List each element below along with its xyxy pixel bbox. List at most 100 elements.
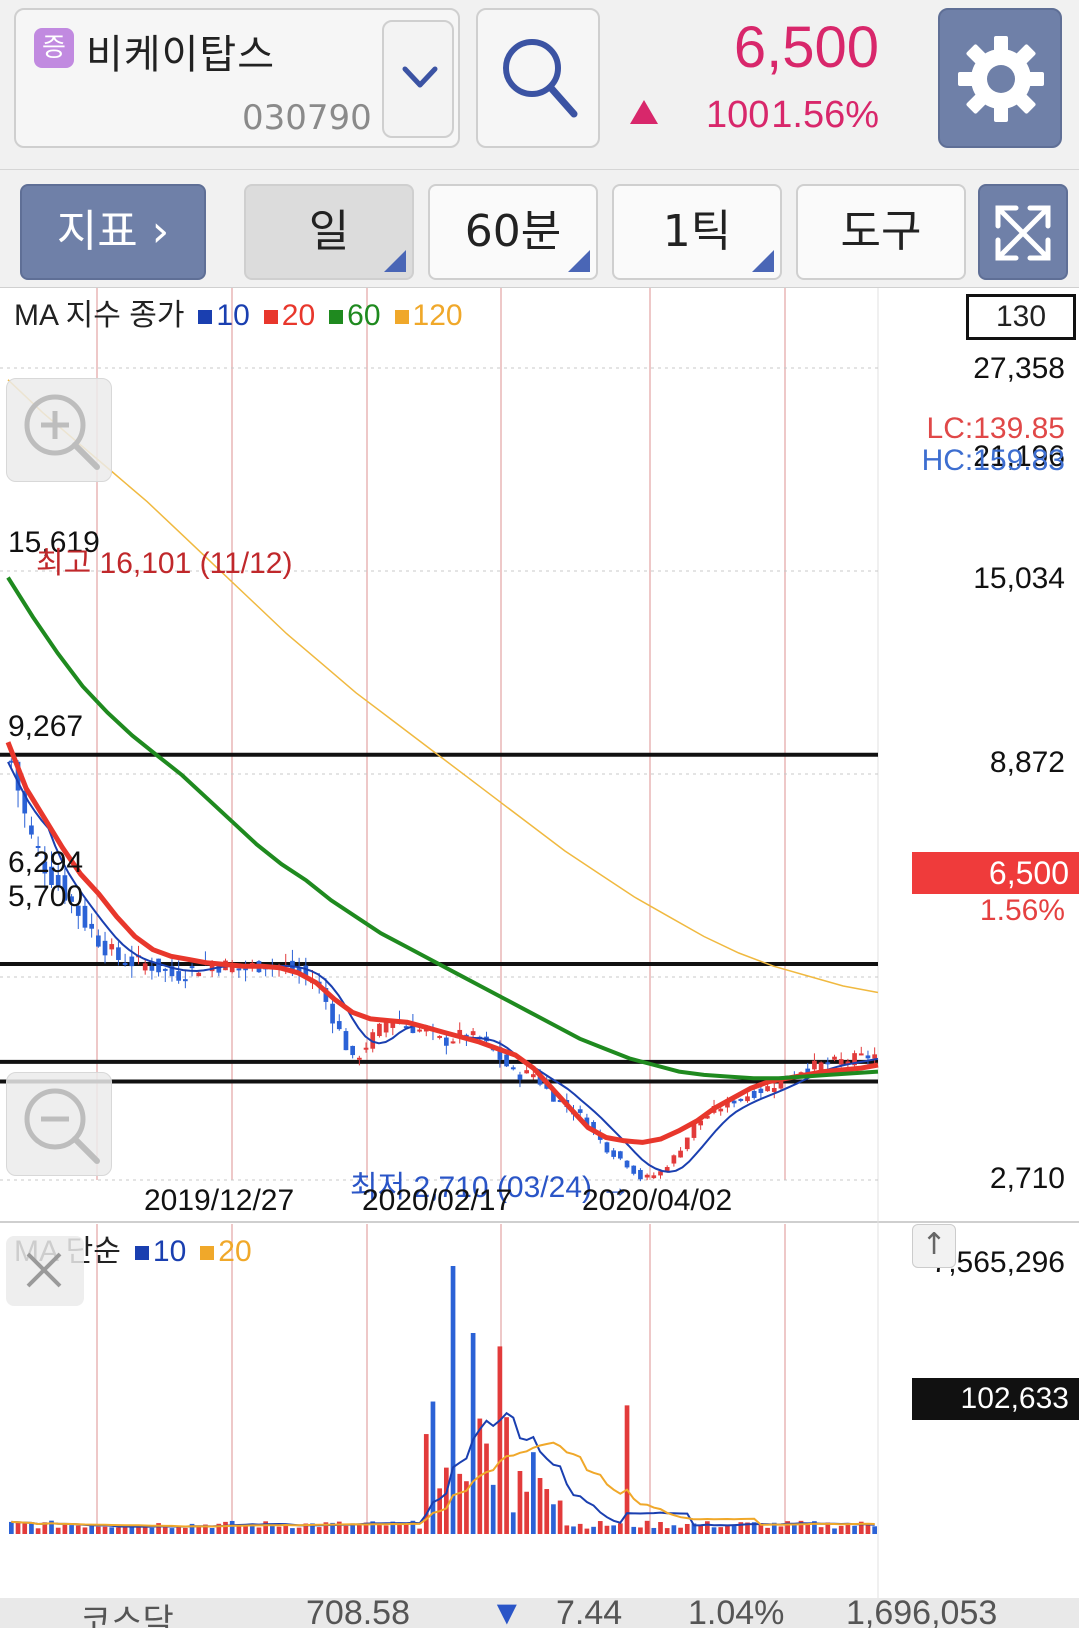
zoom-out-button[interactable] xyxy=(6,1072,112,1176)
tools-button[interactable]: 도구 xyxy=(796,184,966,280)
period-minute-button[interactable]: 60분 xyxy=(428,184,598,280)
volume-bar xyxy=(450,1266,456,1534)
legend-swatch-60 xyxy=(329,310,344,325)
legend-ma60: 60 xyxy=(347,299,381,332)
volume-bar xyxy=(330,1522,335,1534)
candlestick xyxy=(444,1037,449,1046)
down-triangle-icon: ▼ xyxy=(490,1598,524,1628)
volume-bar xyxy=(310,1523,315,1534)
volume-bar xyxy=(604,1525,610,1534)
candlestick xyxy=(537,1073,543,1085)
hline-label: 5,700 xyxy=(8,880,84,913)
candlestick xyxy=(832,1056,837,1060)
candlestick xyxy=(142,963,148,971)
ticker-index-value: 708.58 xyxy=(306,1598,410,1628)
x-axis-date-label: 2019/12/27 xyxy=(144,1184,295,1217)
volume-bar xyxy=(363,1522,369,1534)
period-tick-button[interactable]: 1틱 xyxy=(612,184,782,280)
candlestick xyxy=(664,1167,670,1172)
candlestick xyxy=(504,1054,509,1067)
candlestick xyxy=(658,1171,663,1176)
volume-bar xyxy=(350,1523,355,1534)
candlestick xyxy=(55,875,61,887)
volume-bar xyxy=(638,1527,643,1534)
candlestick xyxy=(584,1117,590,1126)
volume-bar xyxy=(49,1520,54,1534)
volume-bar xyxy=(249,1523,255,1534)
volume-bar xyxy=(129,1526,135,1534)
candlestick xyxy=(531,1074,536,1078)
legend-ma10: 10 xyxy=(216,299,250,332)
volume-ma20-line xyxy=(11,1441,875,1528)
stock-code: 030790 xyxy=(242,98,372,138)
volume-bar xyxy=(417,1528,422,1534)
candlestick xyxy=(350,1045,355,1056)
candlestick xyxy=(751,1090,757,1098)
period-minute-label: 60분 xyxy=(464,206,562,257)
candlestick xyxy=(9,760,14,763)
candlestick xyxy=(29,825,34,835)
candlestick xyxy=(229,964,235,973)
volume-bar xyxy=(323,1522,329,1534)
candlestick xyxy=(417,1029,422,1032)
close-panel-button[interactable] xyxy=(6,1236,84,1306)
volume-bar xyxy=(457,1473,463,1534)
candlestick xyxy=(604,1142,610,1153)
expand-button[interactable] xyxy=(978,184,1068,280)
min-price-annotation: 최저 2,710 (03/24) → xyxy=(350,1171,631,1204)
chart-toolbar: 지표 › 일 60분 1틱 도구 xyxy=(0,170,1079,288)
candlestick xyxy=(450,1041,456,1044)
chevron-down-icon xyxy=(402,66,438,88)
candlestick xyxy=(671,1155,677,1164)
candlestick xyxy=(149,965,155,971)
candlestick xyxy=(169,966,175,977)
volume-bar xyxy=(102,1526,108,1534)
chart-area[interactable]: MA 지수 종가 10 20 60 120 130 27,358 21,196 15,0… xyxy=(0,288,1079,1598)
candlestick xyxy=(745,1096,750,1102)
volume-bar xyxy=(858,1521,864,1534)
volume-bar xyxy=(444,1467,449,1534)
period-day-label: 일 xyxy=(308,206,350,257)
volume-bar xyxy=(283,1524,289,1534)
volume-bar xyxy=(618,1523,623,1534)
candlestick xyxy=(62,875,68,901)
current-rate-tag: 1.56% xyxy=(979,894,1065,927)
volume-bar xyxy=(243,1524,248,1534)
volume-bar xyxy=(624,1405,630,1534)
candlestick xyxy=(330,1003,335,1024)
volume-bar xyxy=(832,1528,837,1534)
candlestick xyxy=(96,935,101,947)
search-button[interactable] xyxy=(476,8,600,148)
candlestick xyxy=(42,861,48,874)
candlestick xyxy=(524,1070,529,1074)
candlestick xyxy=(357,1057,362,1060)
candlestick xyxy=(176,971,181,981)
candlestick xyxy=(865,1055,871,1059)
hline-label: 6,294 xyxy=(8,846,84,879)
y-axis-label: 27,358 xyxy=(973,352,1065,385)
stock-dropdown-button[interactable] xyxy=(382,20,454,138)
volume-bar xyxy=(510,1512,516,1534)
volume-bar xyxy=(9,1521,14,1534)
candlestick xyxy=(845,1061,851,1064)
volume-bar xyxy=(611,1525,616,1534)
chart-canvas[interactable] xyxy=(0,288,1079,1598)
index-ticker[interactable]: 코스닥 708.58 ▼ 7.44 1.04% 1,696,053 xyxy=(0,1598,1079,1628)
volume-bar xyxy=(256,1527,262,1534)
panel-up-button[interactable]: ↑ xyxy=(912,1224,956,1268)
volume-bar xyxy=(236,1525,242,1534)
settings-button[interactable] xyxy=(938,8,1062,148)
candlestick xyxy=(156,958,161,973)
hline-label: 9,267 xyxy=(8,710,84,743)
volume-bar xyxy=(798,1520,804,1534)
gear-icon xyxy=(958,36,1044,122)
candle-count-box[interactable]: 130 xyxy=(966,294,1076,340)
legend-ma20: 20 xyxy=(281,299,316,332)
candlestick xyxy=(383,1022,389,1033)
price-legend-title: MA 지수 종가 xyxy=(14,299,185,332)
zoom-in-button[interactable] xyxy=(6,378,112,482)
period-day-button[interactable]: 일 xyxy=(244,184,414,280)
stock-selector[interactable]: 증 비케이탑스 030790 xyxy=(14,8,460,148)
volume-bar xyxy=(651,1527,657,1534)
indicator-button[interactable]: 지표 › xyxy=(20,184,206,280)
